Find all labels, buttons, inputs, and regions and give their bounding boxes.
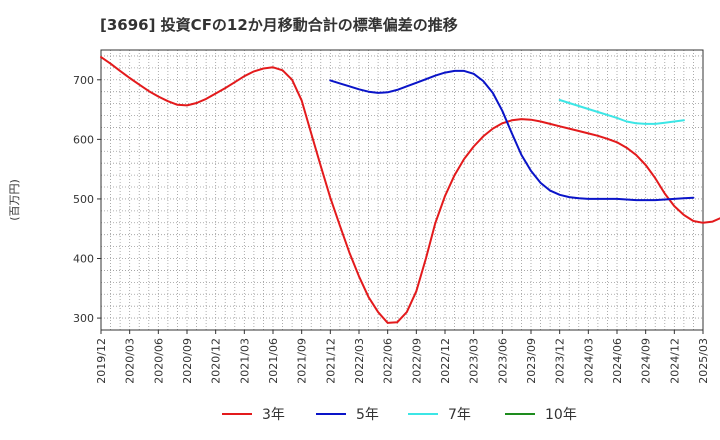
- legend-label-4: 10年: [545, 407, 577, 423]
- x-tick-label: 2021/09: [296, 338, 309, 384]
- x-tick-label: 2020/12: [210, 338, 223, 384]
- x-tick-label: 2021/12: [324, 338, 337, 384]
- x-tick-label: 2023/03: [468, 338, 481, 384]
- x-tick-label: 2021/06: [267, 338, 280, 384]
- plot-area: [100, 49, 704, 331]
- series-line-2: [329, 69, 695, 202]
- x-tick-label: 2024/09: [640, 338, 653, 384]
- x-tick-label: 2022/09: [410, 338, 423, 384]
- x-tick-label: 2024/03: [582, 338, 595, 384]
- x-tick-label: 2022/12: [439, 338, 452, 384]
- x-tick-label: 2022/06: [382, 338, 395, 384]
- x-tick-label: 2023/09: [525, 338, 538, 384]
- x-tick-label: 2024/06: [611, 338, 624, 384]
- x-tick-label: 2020/06: [152, 338, 165, 384]
- chart-title: [3696] 投資CFの12か月移動合計の標準偏差の推移: [100, 16, 458, 34]
- series-line-1: [100, 56, 720, 324]
- y-tick-label: 400: [73, 253, 94, 266]
- legend-label-2: 5年: [356, 407, 379, 423]
- x-tick-label: 2020/03: [124, 338, 137, 384]
- x-tick-label: 2021/03: [238, 338, 251, 384]
- x-tick-label: 2019/12: [95, 338, 108, 384]
- y-tick-label: 300: [73, 312, 94, 325]
- x-axis-ticks: 2019/12 2020/03 2020/06 2020/09 2020/12 2021/…: [95, 330, 710, 384]
- y-tick-label: 600: [73, 133, 94, 146]
- x-tick-label: 2024/12: [668, 338, 681, 384]
- legend: 3年 5年 7年 10年: [222, 407, 577, 423]
- y-axis-ticks: 300 400 500 600 700: [73, 74, 101, 325]
- legend-label-1: 3年: [262, 407, 285, 423]
- series-line-3: [558, 99, 685, 125]
- y-axis-label: (百万円): [8, 179, 21, 221]
- grid-lines: [101, 50, 703, 330]
- series-lines: [100, 56, 720, 324]
- y-tick-label: 700: [73, 74, 94, 87]
- legend-label-3: 7年: [448, 407, 471, 423]
- x-tick-label: 2020/09: [181, 338, 194, 384]
- x-tick-label: 2022/03: [353, 338, 366, 384]
- x-tick-label: 2023/06: [496, 338, 509, 384]
- x-tick-label: 2025/03: [697, 338, 710, 384]
- x-tick-label: 2023/12: [554, 338, 567, 384]
- y-tick-label: 500: [73, 193, 94, 206]
